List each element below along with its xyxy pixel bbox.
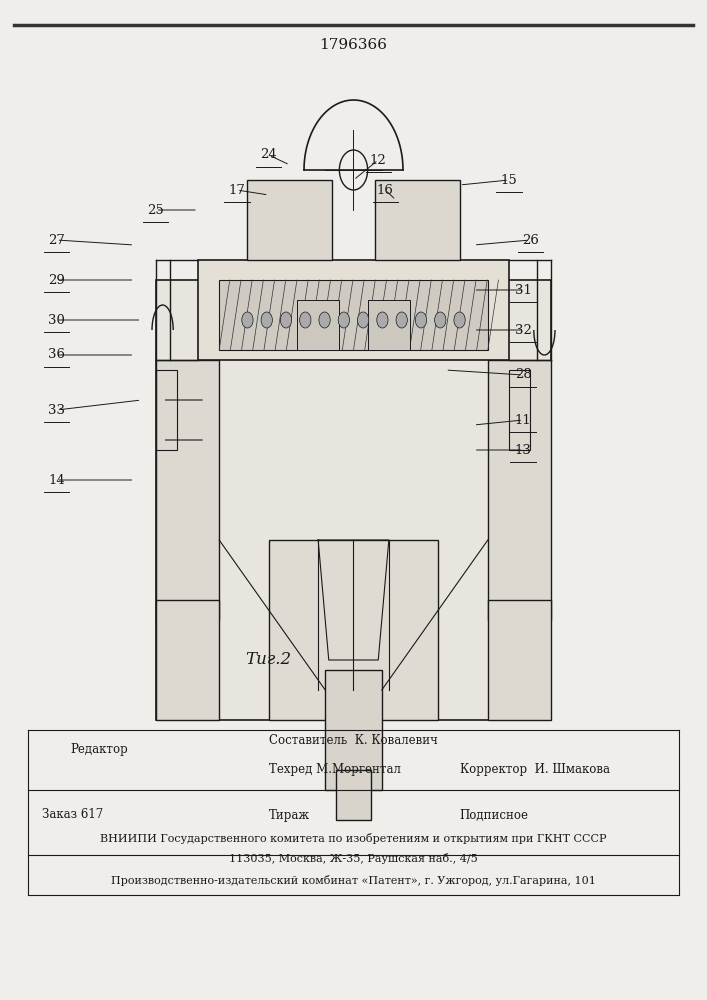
Circle shape xyxy=(338,312,349,328)
Circle shape xyxy=(454,312,465,328)
Text: 24: 24 xyxy=(260,148,277,161)
Text: 16: 16 xyxy=(377,184,394,196)
Text: Подписное: Подписное xyxy=(460,808,529,822)
Text: 33: 33 xyxy=(48,403,65,416)
Text: 11: 11 xyxy=(515,414,532,426)
Text: 32: 32 xyxy=(515,324,532,336)
Text: 27: 27 xyxy=(48,233,65,246)
Bar xyxy=(156,600,219,720)
Text: Редактор: Редактор xyxy=(71,744,129,756)
Text: ВНИИПИ Государственного комитета по изобретениям и открытиям при ГКНТ СССР: ВНИИПИ Государственного комитета по изоб… xyxy=(100,832,607,844)
Circle shape xyxy=(300,312,311,328)
Text: 17: 17 xyxy=(228,184,245,196)
Bar xyxy=(488,600,551,720)
Text: Τиг.2: Τиг.2 xyxy=(245,652,292,668)
Bar xyxy=(488,360,551,620)
Bar xyxy=(297,300,339,350)
Text: 36: 36 xyxy=(48,349,65,361)
Circle shape xyxy=(377,312,388,328)
Text: 14: 14 xyxy=(48,474,65,487)
Text: Корректор  И. Шмакова: Корректор И. Шмакова xyxy=(460,764,609,776)
Circle shape xyxy=(242,312,253,328)
Circle shape xyxy=(358,312,369,328)
Text: 29: 29 xyxy=(48,273,65,286)
Bar xyxy=(156,370,177,450)
Text: Производственно-издательский комбинат «Патент», г. Ужгород, ул.Гагарина, 101: Производственно-издательский комбинат «П… xyxy=(111,874,596,886)
Text: 28: 28 xyxy=(515,368,532,381)
Text: 113035, Москва, Ж-35, Раушская наб., 4/5: 113035, Москва, Ж-35, Раушская наб., 4/5 xyxy=(229,852,478,863)
Bar xyxy=(509,370,530,450)
Bar xyxy=(156,360,219,620)
Bar xyxy=(375,180,460,260)
Text: 26: 26 xyxy=(522,233,539,246)
Circle shape xyxy=(261,312,272,328)
Circle shape xyxy=(319,312,330,328)
Text: Заказ 617: Заказ 617 xyxy=(42,808,104,822)
Circle shape xyxy=(281,312,292,328)
Text: 25: 25 xyxy=(147,204,164,217)
Circle shape xyxy=(435,312,446,328)
Text: Тираж: Тираж xyxy=(269,808,310,822)
Text: Составитель  К. Ковалевич: Составитель К. Ковалевич xyxy=(269,734,438,746)
Bar xyxy=(219,280,488,350)
Text: 30: 30 xyxy=(48,314,65,326)
Text: 1796366: 1796366 xyxy=(320,38,387,52)
Bar xyxy=(368,300,410,350)
Bar xyxy=(156,280,551,720)
Circle shape xyxy=(396,312,407,328)
Text: 31: 31 xyxy=(515,284,532,296)
Bar xyxy=(325,670,382,790)
Bar xyxy=(269,540,438,720)
Bar xyxy=(247,180,332,260)
Text: 15: 15 xyxy=(501,174,518,186)
Circle shape xyxy=(415,312,426,328)
Bar xyxy=(198,260,509,360)
Text: Техред М.Моргентал: Техред М.Моргентал xyxy=(269,764,401,776)
Text: 13: 13 xyxy=(515,444,532,456)
Text: 12: 12 xyxy=(370,153,387,166)
Bar xyxy=(336,770,371,820)
